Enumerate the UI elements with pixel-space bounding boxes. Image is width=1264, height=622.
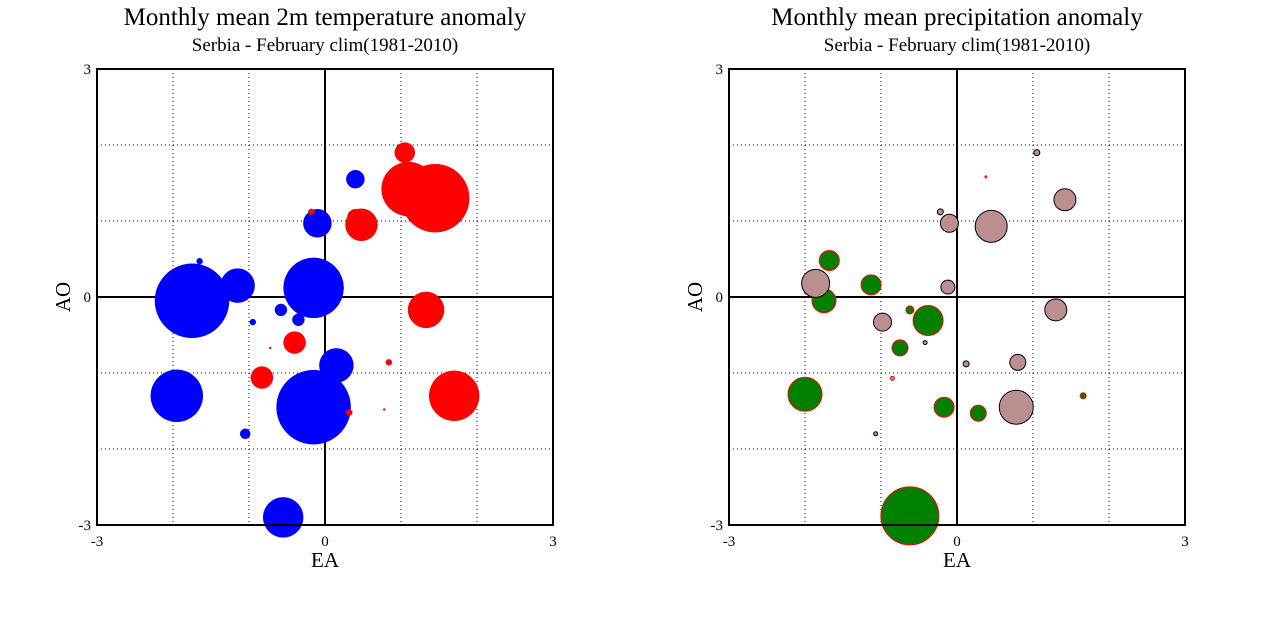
data-point: [250, 366, 274, 389]
data-point: [912, 305, 944, 337]
data-point: [922, 340, 928, 346]
data-point: [936, 208, 944, 216]
data-point: [303, 209, 332, 238]
chart-subtitle: Serbia - February clim(1981-2010): [823, 35, 1091, 56]
y-tick-label: -3: [79, 518, 92, 534]
data-point: [940, 279, 956, 295]
y-tick-label: -3: [711, 518, 724, 534]
data-point: [394, 142, 416, 163]
x-tick-label: 3: [549, 534, 557, 550]
data-point: [860, 274, 882, 296]
data-point: [385, 359, 393, 366]
data-point: [933, 396, 955, 418]
plot-frame: [96, 68, 554, 526]
data-point: [974, 209, 1008, 243]
data-point: [984, 175, 988, 179]
data-point: [873, 312, 893, 332]
data-point: [383, 408, 386, 411]
plot-frame: [728, 68, 1186, 526]
precipitation-scatter-plot: -3 0 3 3 0 -3 EA AO: [683, 62, 1189, 572]
data-point: [880, 486, 940, 546]
y-axis-label: AO: [51, 282, 75, 312]
data-point: [249, 318, 257, 326]
x-tick-label: 0: [953, 534, 961, 550]
data-point: [381, 161, 436, 217]
data-point: [196, 258, 203, 265]
data-point: [801, 268, 831, 298]
data-point: [154, 263, 230, 339]
temperature-scatter-plot: -3 0 3 3 0 -3 EA AO: [51, 62, 557, 572]
data-point: [873, 431, 879, 437]
data-point: [787, 376, 823, 412]
y-tick-label: 3: [716, 62, 724, 78]
x-tick-label: 0: [321, 534, 329, 550]
data-point: [891, 339, 909, 357]
chart-title: Monthly mean 2m temperature anomaly: [123, 4, 527, 31]
data-point: [998, 389, 1034, 425]
y-tick-label: 0: [716, 290, 724, 306]
temperature-chart-panel: Monthly mean 2m temperature anomaly Serb…: [51, 4, 557, 572]
data-point: [818, 250, 840, 272]
chart-title: Monthly mean precipitation anomaly: [771, 4, 1143, 31]
data-point: [283, 331, 306, 354]
data-point: [347, 208, 364, 226]
data-point: [428, 370, 480, 422]
data-point: [962, 360, 970, 368]
x-axis-label: EA: [943, 548, 972, 572]
x-tick-label: -3: [723, 534, 736, 550]
data-point: [1033, 149, 1041, 157]
data-point: [239, 428, 251, 440]
x-axis-label: EA: [311, 548, 340, 572]
data-point: [283, 257, 344, 319]
chart-subtitle: Serbia - February clim(1981-2010): [191, 35, 459, 56]
data-point: [1079, 392, 1087, 400]
data-point: [346, 409, 353, 416]
data-point: [889, 375, 895, 381]
data-point: [220, 268, 255, 303]
y-tick-label: 0: [84, 290, 92, 306]
data-point: [319, 348, 354, 383]
data-point: [276, 369, 351, 445]
data-point: [939, 213, 959, 233]
data-point: [1009, 353, 1027, 371]
x-tick-label: 3: [1181, 534, 1189, 550]
data-point: [407, 291, 445, 329]
data-point: [269, 346, 272, 350]
data-point: [969, 404, 987, 422]
data-point: [292, 313, 305, 327]
data-point: [274, 303, 288, 317]
x-tick-label: -3: [91, 534, 104, 550]
y-tick-label: 3: [84, 62, 92, 78]
data-point: [150, 369, 204, 423]
data-point: [1053, 188, 1077, 212]
data-point: [308, 208, 315, 216]
precipitation-chart-panel: Monthly mean precipitation anomaly Serbi…: [632, 0, 1264, 622]
data-point: [262, 497, 304, 538]
y-axis-label: AO: [683, 282, 707, 312]
data-point: [905, 305, 915, 315]
data-point: [346, 169, 365, 189]
data-point: [1044, 298, 1068, 322]
